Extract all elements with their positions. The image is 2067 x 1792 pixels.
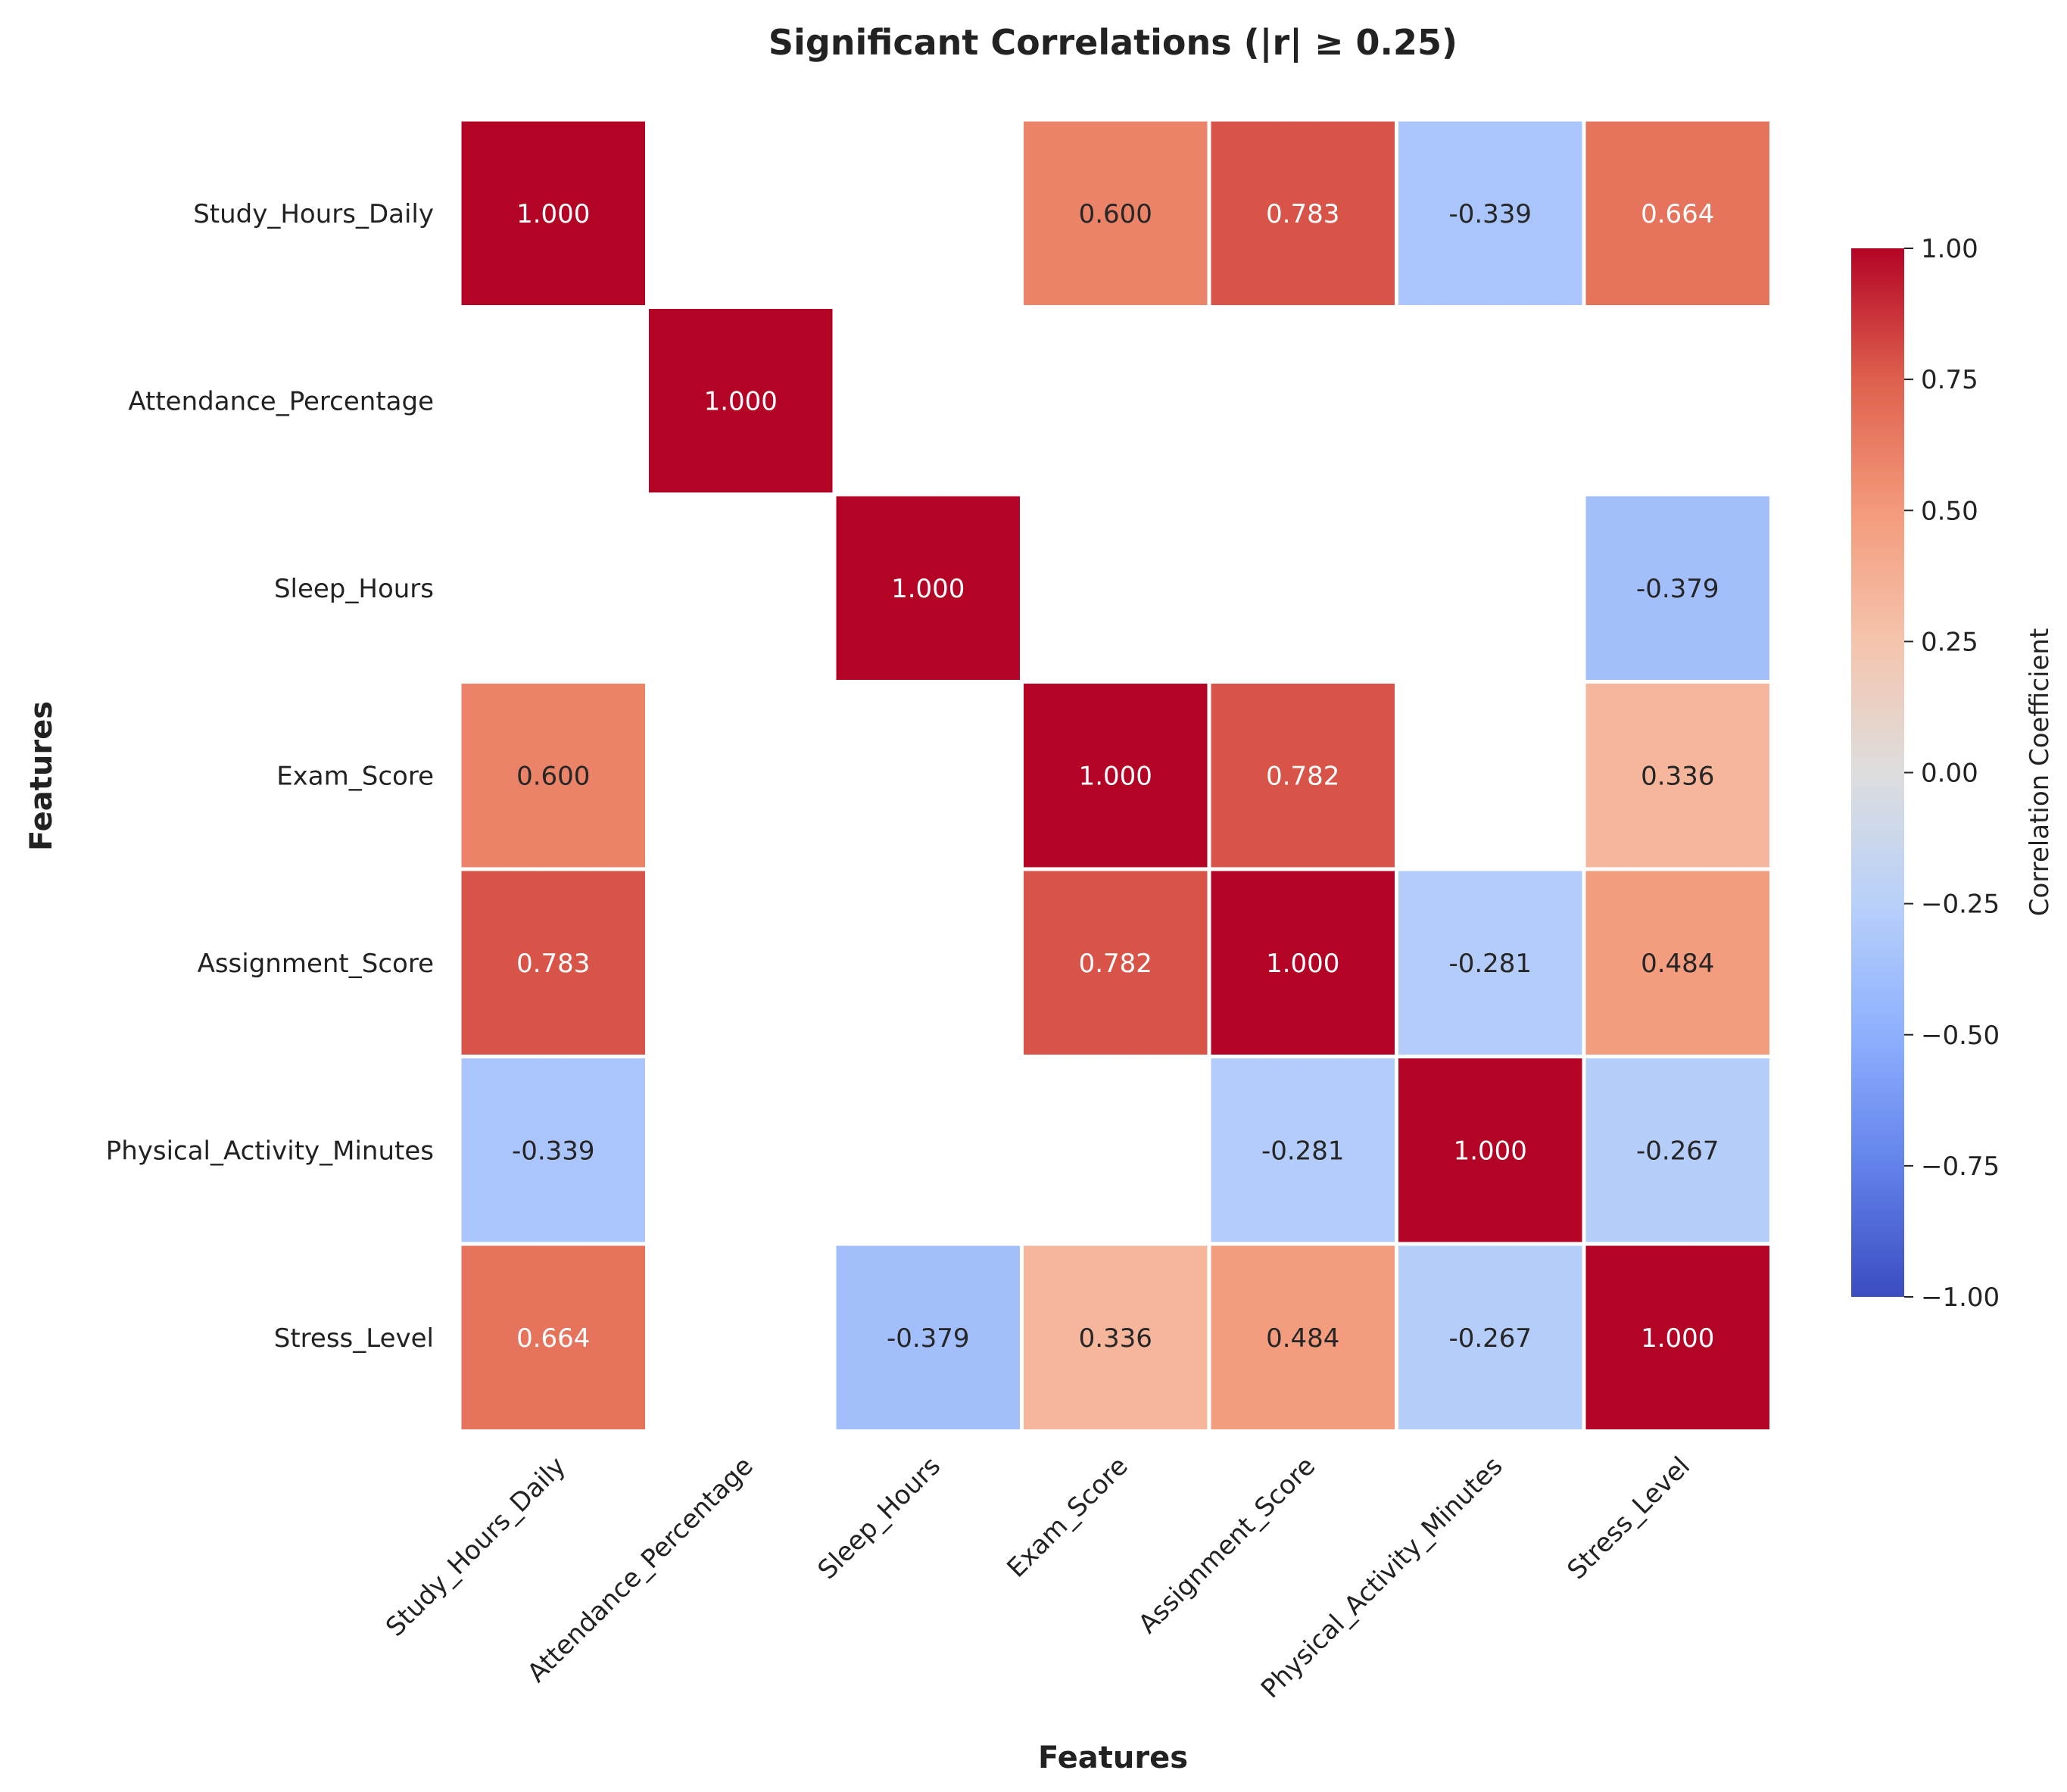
cell-value-label: -0.281 [1448, 949, 1532, 979]
heatmap-cell-stress-level-assignment-score [1211, 1245, 1395, 1429]
cell-value-label: -0.339 [1448, 199, 1532, 229]
x-tick-label-sleep-hours: Sleep_Hours [812, 1451, 947, 1586]
cell-value-label: 0.600 [516, 761, 590, 791]
cell-value-label: 0.782 [1079, 949, 1152, 979]
colorbar-gradient [1851, 248, 1904, 1297]
y-tick-labels: Study_Hours_Daily Attendance_Percentage Sl… [106, 199, 434, 1354]
heatmap-cell-exam-score-assignment-score [1211, 684, 1395, 868]
y-tick-label-physical-activity-minutes: Physical_Activity_Minutes [106, 1136, 434, 1166]
y-tick-label-attendance-percentage: Attendance_Percentage [128, 386, 434, 416]
cell-value-label: 0.782 [1266, 761, 1339, 791]
heatmap-cell-study-hours-daily-stress-level [1585, 121, 1769, 305]
colorbar-tick-label: −1.00 [1921, 1282, 2000, 1313]
colorbar-tick-label: 0.25 [1921, 627, 1978, 657]
heatmap-cell-sleep-hours-stress-level [1585, 496, 1769, 680]
y-tick-label-assignment-score: Assignment_Score [198, 949, 434, 979]
heatmap-cell-exam-score-exam-score [1024, 684, 1208, 868]
cell-value-label: 0.336 [1641, 761, 1714, 791]
colorbar-tick-label: 0.75 [1921, 365, 1978, 395]
heatmap-cell-stress-level-study-hours-daily [461, 1245, 645, 1429]
heatmap-cell-physical-activity-minutes-physical-activity-minutes [1398, 1058, 1582, 1242]
y-tick-label-stress-level: Stress_Level [274, 1323, 434, 1354]
cell-value-label: 1.000 [704, 386, 778, 416]
cell-value-label: 1.000 [1266, 949, 1339, 979]
colorbar-tick-label: −0.75 [1921, 1152, 2000, 1182]
cell-value-label: 0.336 [1079, 1323, 1152, 1354]
colorbar-tick-label: −0.25 [1921, 890, 2000, 920]
cell-value-label: 0.783 [1266, 199, 1339, 229]
heatmap-cell-assignment-score-physical-activity-minutes [1398, 871, 1582, 1055]
colorbar-label: Correlation Coefficient [2025, 628, 2055, 917]
heatmap-cell-exam-score-stress-level [1585, 684, 1769, 868]
heatmap-cell-assignment-score-exam-score [1024, 871, 1208, 1055]
colorbar-tick-label: 0.00 [1921, 759, 1978, 789]
heatmap-cell-physical-activity-minutes-assignment-score [1211, 1058, 1395, 1242]
y-tick-label-study-hours-daily: Study_Hours_Daily [193, 199, 434, 229]
y-tick-label-exam-score: Exam_Score [276, 761, 434, 791]
colorbar-tick-label: 1.00 [1921, 234, 1978, 264]
heatmap-cell-assignment-score-stress-level [1585, 871, 1769, 1055]
cell-value-label: 0.600 [1079, 199, 1152, 229]
colorbar-ticks: 1.00 0.75 0.50 0.25 0.00 −0.25 −0.50 −0.75 −1.00 [1904, 234, 2000, 1313]
cell-value-label: -0.281 [1261, 1136, 1345, 1166]
heatmap-cell-study-hours-daily-study-hours-daily [461, 121, 645, 305]
cell-value-label: 1.000 [1454, 1136, 1527, 1166]
heatmap-cell-physical-activity-minutes-stress-level [1585, 1058, 1769, 1242]
colorbar-tick-label: −0.50 [1921, 1021, 2000, 1051]
cell-value-label: 1.000 [891, 574, 965, 604]
heatmap-cell-physical-activity-minutes-study-hours-daily [461, 1058, 645, 1242]
cell-value-label: 0.484 [1266, 1323, 1339, 1354]
y-axis-label: Features [24, 701, 59, 851]
x-tick-label-study-hours-daily: Study_Hours_Daily [380, 1451, 572, 1643]
cell-value-label: 0.783 [516, 949, 590, 979]
cell-value-label: 1.000 [516, 199, 590, 229]
heatmap-cell-assignment-score-study-hours-daily [461, 871, 645, 1055]
heatmap-cell-exam-score-study-hours-daily [461, 684, 645, 868]
heatmap-cell-stress-level-sleep-hours [836, 1245, 1020, 1429]
colorbar: 1.00 0.75 0.50 0.25 0.00 −0.25 −0.50 −0.75 −1.00… [1851, 234, 2055, 1313]
x-tick-label-assignment-score: Assignment_Score [1133, 1451, 1321, 1640]
heatmap-cell-stress-level-physical-activity-minutes [1398, 1245, 1582, 1429]
cell-value-label: 0.664 [516, 1323, 590, 1354]
cell-value-label: -0.267 [1448, 1323, 1532, 1354]
heatmap-cell-attendance-percentage-attendance-percentage [649, 309, 833, 493]
heatmap-cell-stress-level-exam-score [1024, 1245, 1208, 1429]
colorbar-tick-label: 0.50 [1921, 496, 1978, 526]
cell-value-label: 1.000 [1079, 761, 1152, 791]
x-axis-label: Features [1038, 1741, 1188, 1775]
cell-value-label: -0.267 [1636, 1136, 1719, 1166]
cell-value-label: 0.664 [1641, 199, 1714, 229]
y-tick-label-sleep-hours: Sleep_Hours [274, 574, 434, 604]
cell-value-label: -0.379 [1636, 574, 1719, 604]
x-tick-label-stress-level: Stress_Level [1561, 1451, 1696, 1586]
heatmap-cell-stress-level-stress-level [1585, 1245, 1769, 1429]
chart-title: Significant Correlations (|r| ≥ 0.25) [768, 22, 1458, 64]
cell-value-label: -0.379 [887, 1323, 970, 1354]
cell-value-label: 1.000 [1641, 1323, 1714, 1354]
heatmap-cell-study-hours-daily-assignment-score [1211, 121, 1395, 305]
x-tick-label-exam-score: Exam_Score [1001, 1451, 1133, 1584]
heatmap-cells: 1.000 0.600 0.783 -0.339 0.664 1.000 1.000 -0.3… [461, 121, 1769, 1429]
cell-value-label: -0.339 [512, 1136, 595, 1166]
heatmap-cell-study-hours-daily-exam-score [1024, 121, 1208, 305]
heatmap-cell-sleep-hours-sleep-hours [836, 496, 1020, 680]
heatmap-cell-study-hours-daily-physical-activity-minutes [1398, 121, 1582, 305]
cell-value-label: 0.484 [1641, 949, 1714, 979]
heatmap-cell-assignment-score-assignment-score [1211, 871, 1395, 1055]
